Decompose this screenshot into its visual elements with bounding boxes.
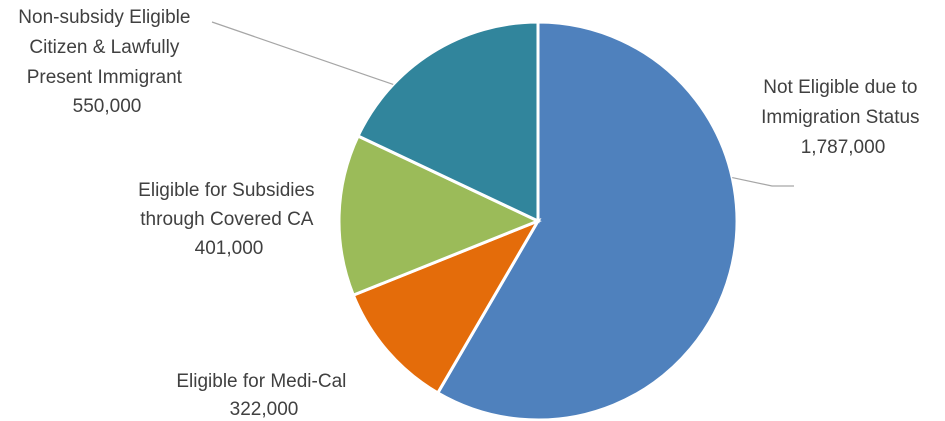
slice-label-line: Not Eligible due to (763, 77, 917, 98)
leader-lines (211, 21, 794, 187)
slice-label-line: Eligible for Subsidies (138, 180, 314, 201)
leader-line-not-eligible (732, 176, 794, 187)
slice-non-subsidy (356, 20, 540, 224)
slice-label-line: Eligible for Medi-Cal (176, 371, 346, 392)
slice-value-label: 550,000 (73, 96, 142, 117)
slice-medi-cal (351, 217, 542, 395)
slice-value-label: 401,000 (195, 238, 264, 259)
slice-label-not-eligible: Not Eligible due to Immigration Status 1… (761, 77, 925, 158)
slice-label-line: through Covered CA (140, 209, 314, 230)
slice-label-line: Citizen & Lawfully (29, 37, 179, 58)
pie-slices (337, 20, 739, 421)
slice-label-line: Present Immigrant (27, 67, 183, 88)
slice-label-non-subsidy: Non-subsidy Eligible Citizen & Lawfully … (18, 7, 195, 117)
slice-value-label: 1,787,000 (801, 137, 886, 158)
slice-label-line: Immigration Status (761, 107, 919, 128)
slice-covered-ca (337, 133, 542, 298)
leader-line-non-subsidy (211, 21, 394, 86)
slice-label-line: Non-subsidy Eligible (18, 7, 190, 28)
slice-value-label: 322,000 (230, 399, 299, 420)
slice-label-covered-ca: Eligible for Subsidies through Covered C… (138, 180, 320, 259)
slice-label-medi-cal: Eligible for Medi-Cal 322,000 (176, 371, 351, 420)
slice-not-eligible (435, 20, 739, 421)
